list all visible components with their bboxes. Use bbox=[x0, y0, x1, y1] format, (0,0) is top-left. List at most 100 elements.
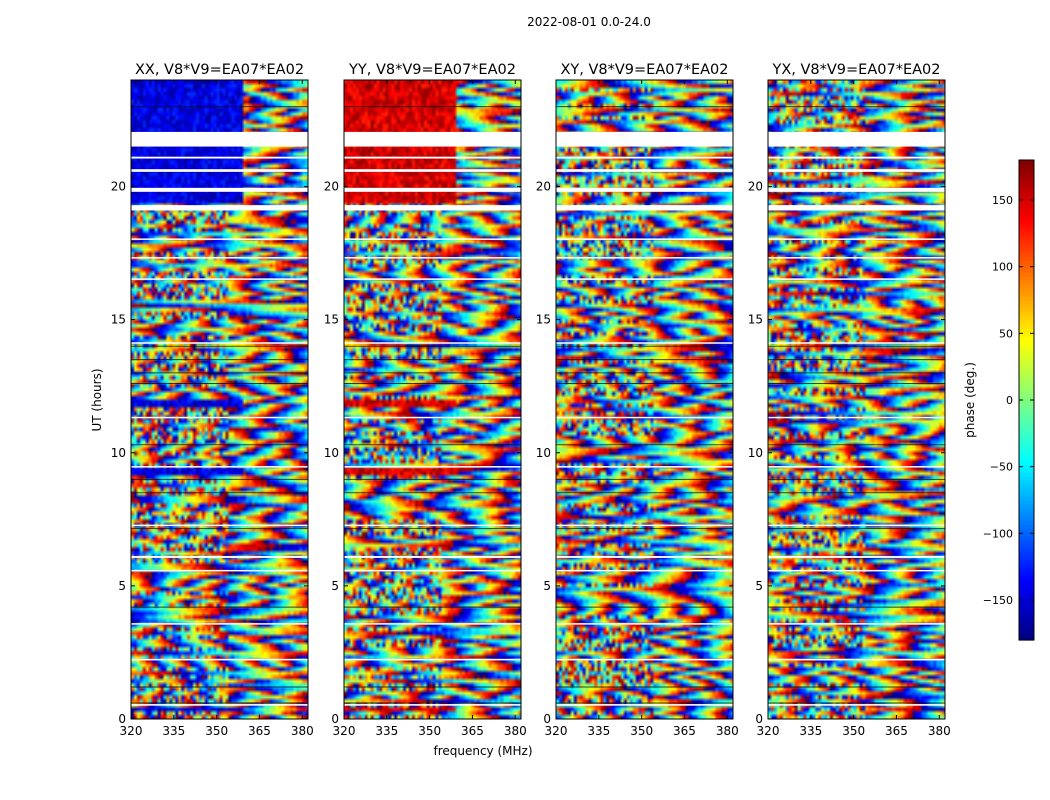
colorbar-segment bbox=[1019, 536, 1034, 541]
x-tick-label: 350 bbox=[842, 724, 865, 738]
y-tick-label: 5 bbox=[331, 579, 339, 593]
y-tick-label: 15 bbox=[748, 313, 763, 327]
colorbar-segment bbox=[1019, 416, 1034, 421]
flagged-interval bbox=[556, 131, 733, 147]
colorbar-segment bbox=[1019, 404, 1034, 409]
flagged-interval bbox=[131, 524, 308, 527]
y-tick-label: 5 bbox=[118, 579, 126, 593]
colorbar-segment bbox=[1019, 512, 1034, 517]
flagged-interval bbox=[344, 238, 521, 240]
x-tick-label: 320 bbox=[545, 724, 568, 738]
flagged-interval bbox=[768, 416, 945, 419]
colorbar-segment bbox=[1019, 628, 1034, 633]
y-tick-label: 5 bbox=[543, 579, 551, 593]
flagged-interval bbox=[768, 278, 945, 280]
colorbar-segment bbox=[1019, 300, 1034, 305]
flagged-interval bbox=[344, 169, 521, 172]
colorbar-segment bbox=[1019, 192, 1034, 197]
colorbar-segment bbox=[1019, 264, 1034, 269]
colorbar-segment bbox=[1019, 484, 1034, 489]
flagged-interval bbox=[344, 466, 521, 468]
flagged-interval bbox=[556, 524, 733, 527]
x-tick-label: 380 bbox=[716, 724, 739, 738]
colorbar-segment bbox=[1019, 456, 1034, 461]
y-tick-label: 0 bbox=[118, 712, 126, 726]
y-axis-label: UT (hours) bbox=[90, 368, 104, 431]
colorbar-segment bbox=[1019, 448, 1034, 453]
flagged-interval bbox=[131, 416, 308, 419]
flagged-interval bbox=[768, 524, 945, 527]
flagged-interval bbox=[131, 556, 308, 558]
figure-title: 2022-08-01 0.0-24.0 bbox=[527, 15, 651, 29]
flagged-interval bbox=[768, 704, 945, 706]
y-tick-label: 5 bbox=[755, 579, 763, 593]
x-tick-label: 365 bbox=[461, 724, 484, 738]
colorbar-segment bbox=[1019, 224, 1034, 229]
phase-heatmap-image bbox=[344, 80, 521, 719]
colorbar-segment bbox=[1019, 236, 1034, 241]
colorbar-segment bbox=[1019, 256, 1034, 261]
panel-title: XX, V8*V9=EA07*EA02 bbox=[135, 62, 304, 78]
flagged-interval bbox=[556, 556, 733, 558]
colorbar-segment bbox=[1019, 184, 1034, 189]
colorbar-segment bbox=[1019, 312, 1034, 317]
colorbar-segment bbox=[1019, 632, 1034, 637]
colorbar-segment bbox=[1019, 172, 1034, 177]
colorbar-segment bbox=[1019, 548, 1034, 553]
colorbar-segment bbox=[1019, 248, 1034, 253]
colorbar-segment bbox=[1019, 572, 1034, 577]
colorbar-segment bbox=[1019, 332, 1034, 337]
y-tick-label: 20 bbox=[111, 180, 126, 194]
colorbar-segment bbox=[1019, 228, 1034, 233]
colorbar-segment bbox=[1019, 164, 1034, 169]
panel-title: YX, V8*V9=EA07*EA02 bbox=[771, 62, 940, 78]
flagged-interval bbox=[131, 238, 308, 240]
flagged-interval bbox=[556, 156, 733, 159]
flagged-interval bbox=[768, 238, 945, 240]
flagged-interval bbox=[556, 416, 733, 419]
colorbar-segment bbox=[1019, 604, 1034, 609]
flagged-interval bbox=[344, 205, 521, 211]
colorbar-segment bbox=[1019, 600, 1034, 605]
colorbar-segment bbox=[1019, 296, 1034, 301]
colorbar-segment bbox=[1019, 204, 1034, 209]
x-tick-label: 380 bbox=[504, 724, 527, 738]
colorbar-segment bbox=[1019, 576, 1034, 581]
colorbar-tick-label: 150 bbox=[992, 194, 1013, 207]
colorbar-segment bbox=[1019, 220, 1034, 225]
colorbar-tick-label: −150 bbox=[983, 594, 1013, 607]
colorbar-segment bbox=[1019, 212, 1034, 217]
flagged-interval bbox=[131, 205, 308, 211]
flagged-interval bbox=[344, 416, 521, 419]
y-tick-label: 10 bbox=[536, 446, 551, 460]
colorbar-segment bbox=[1019, 524, 1034, 529]
colorbar-segment bbox=[1019, 396, 1034, 401]
y-tick-label: 20 bbox=[748, 180, 763, 194]
flagged-interval bbox=[556, 187, 733, 192]
colorbar-segment bbox=[1019, 240, 1034, 245]
colorbar-segment bbox=[1019, 608, 1034, 613]
colorbar-segment bbox=[1019, 540, 1034, 545]
y-tick-label: 20 bbox=[536, 180, 551, 194]
colorbar-segment bbox=[1019, 196, 1034, 201]
colorbar-segment bbox=[1019, 324, 1034, 329]
colorbar-segment bbox=[1019, 188, 1034, 193]
x-tick-label: 380 bbox=[928, 724, 951, 738]
colorbar-segment bbox=[1019, 480, 1034, 485]
colorbar-label: phase (deg.) bbox=[963, 362, 977, 438]
flagged-interval bbox=[768, 131, 945, 147]
flagged-interval bbox=[768, 658, 945, 661]
flagged-interval bbox=[768, 156, 945, 159]
colorbar-segment bbox=[1019, 452, 1034, 457]
colorbar-segment bbox=[1019, 272, 1034, 277]
colorbar-tick-label: 0 bbox=[1006, 394, 1013, 407]
colorbar-segment bbox=[1019, 180, 1034, 185]
colorbar-segment bbox=[1019, 364, 1034, 369]
colorbar-segment bbox=[1019, 284, 1034, 289]
colorbar-segment bbox=[1019, 200, 1034, 205]
colorbar-segment bbox=[1019, 596, 1034, 601]
colorbar-segment bbox=[1019, 408, 1034, 413]
x-axis-label: frequency (MHz) bbox=[433, 744, 532, 758]
flagged-interval bbox=[344, 524, 521, 527]
